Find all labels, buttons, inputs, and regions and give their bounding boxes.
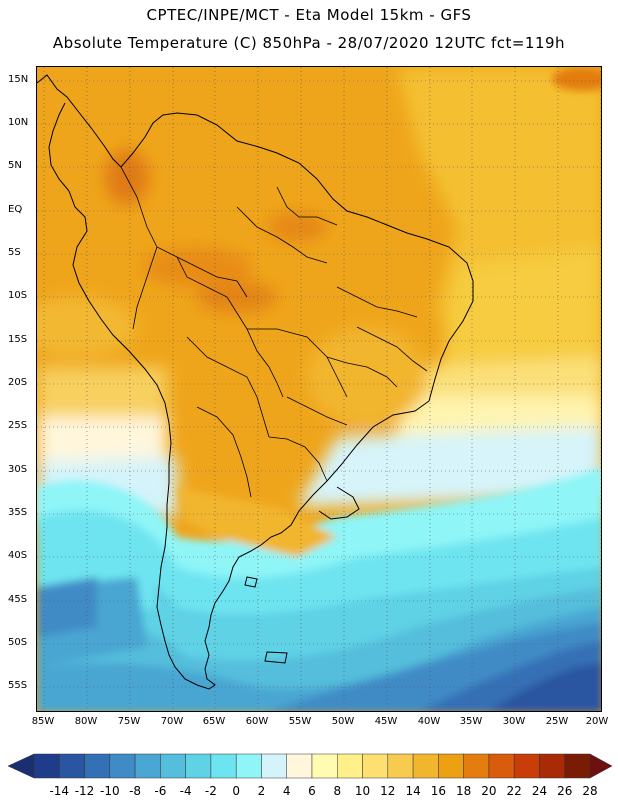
colorbar-label: 4 bbox=[282, 784, 291, 798]
lon-label: 75W bbox=[117, 716, 141, 727]
lon-label: 30W bbox=[502, 716, 526, 727]
colorbar-label: 0 bbox=[232, 784, 240, 798]
lon-label: 65W bbox=[202, 716, 226, 727]
colorbar-label: 10 bbox=[354, 784, 371, 798]
lat-label: 40S bbox=[8, 550, 28, 561]
lat-label: 35S bbox=[8, 507, 28, 518]
colorbar-swatch bbox=[387, 753, 414, 779]
colorbar-label: 14 bbox=[405, 784, 421, 798]
lat-label: 25S bbox=[8, 420, 28, 431]
lat-label: 15S bbox=[8, 334, 28, 345]
temperature-map bbox=[36, 66, 602, 712]
colorbar-label: -8 bbox=[129, 784, 142, 798]
country-borders bbox=[120, 166, 428, 498]
colorbar-label: 20 bbox=[481, 784, 497, 798]
colorbar-swatch bbox=[438, 753, 464, 779]
lat-label: 15N bbox=[8, 74, 29, 85]
lon-label: 70W bbox=[160, 716, 184, 727]
lat-label: 5S bbox=[8, 247, 21, 258]
lat-label: 5N bbox=[8, 160, 22, 171]
color-scale-bar bbox=[7, 753, 613, 779]
colorbar-swatch bbox=[109, 753, 136, 779]
lon-label: 85W bbox=[31, 716, 55, 727]
colorbar-swatch bbox=[463, 753, 490, 779]
colorbar-label: 28 bbox=[582, 784, 598, 798]
colorbar-swatch bbox=[160, 753, 186, 779]
lat-label: 30S bbox=[8, 464, 28, 475]
colorbar-label: -6 bbox=[154, 784, 167, 798]
colorbar-swatch bbox=[311, 753, 338, 779]
lat-label: 50S bbox=[8, 637, 28, 648]
colorbar-swatch bbox=[235, 753, 262, 779]
lon-label: 35W bbox=[459, 716, 483, 727]
colorbar-label: -10 bbox=[100, 784, 120, 798]
colorbar-label: 16 bbox=[430, 784, 446, 798]
lon-label: 45W bbox=[374, 716, 398, 727]
map-subtitle: Absolute Temperature (C) 850hPa - 28/07/… bbox=[52, 34, 566, 52]
lon-label: 55W bbox=[288, 716, 312, 727]
lon-label: 60W bbox=[245, 716, 269, 727]
colorbar-under-arrow bbox=[7, 753, 35, 779]
colorbar-swatch bbox=[412, 753, 439, 779]
lat-label: 55S bbox=[8, 680, 28, 691]
lon-label: 40W bbox=[417, 716, 441, 727]
coastline bbox=[37, 74, 474, 690]
colorbar-swatch bbox=[261, 753, 287, 779]
colorbar-swatch bbox=[337, 753, 363, 779]
map-title: CPTEC/INPE/MCT - Eta Model 15km - GFS bbox=[146, 6, 472, 24]
colorbar-swatch bbox=[286, 753, 313, 779]
colorbar-swatch bbox=[513, 753, 540, 779]
lat-label: 20S bbox=[8, 377, 28, 388]
colorbar-label: 2 bbox=[257, 784, 266, 798]
colorbar-swatch bbox=[564, 753, 591, 779]
colorbar-swatch bbox=[185, 753, 212, 779]
colorbar-swatch bbox=[59, 753, 85, 779]
colorbar-swatch bbox=[210, 753, 237, 779]
colorbar-over-arrow bbox=[589, 753, 613, 779]
colorbar-label: 22 bbox=[506, 784, 522, 798]
colorbar-label: 18 bbox=[455, 784, 472, 798]
lon-label: 25W bbox=[545, 716, 569, 727]
lon-label: 50W bbox=[331, 716, 355, 727]
lat-label: 10S bbox=[8, 290, 28, 301]
colorbar-swatch bbox=[488, 753, 515, 779]
lat-label: EQ bbox=[8, 204, 23, 215]
colorbar-label: 6 bbox=[308, 784, 316, 798]
colorbar-swatch bbox=[84, 753, 111, 779]
lat-label: 10N bbox=[8, 117, 29, 128]
colorbar-swatch bbox=[134, 753, 161, 779]
colorbar-swatch bbox=[362, 753, 389, 779]
colorbar-label: 26 bbox=[557, 784, 573, 798]
colorbar-label: -12 bbox=[74, 784, 95, 798]
colorbar-swatch bbox=[539, 753, 565, 779]
lon-label: 80W bbox=[74, 716, 98, 727]
colorbar-label: 8 bbox=[333, 784, 342, 798]
colorbar-label: 12 bbox=[380, 784, 396, 798]
colorbar-label: -2 bbox=[204, 784, 217, 798]
colorbar-swatch bbox=[33, 753, 60, 779]
colorbar-label: -4 bbox=[179, 784, 192, 798]
lat-label: 45S bbox=[8, 594, 28, 605]
colorbar-label: -14 bbox=[49, 784, 70, 798]
temperature-field bbox=[37, 67, 601, 711]
lon-label: 20W bbox=[585, 716, 609, 727]
colorbar-label: 24 bbox=[531, 784, 548, 798]
